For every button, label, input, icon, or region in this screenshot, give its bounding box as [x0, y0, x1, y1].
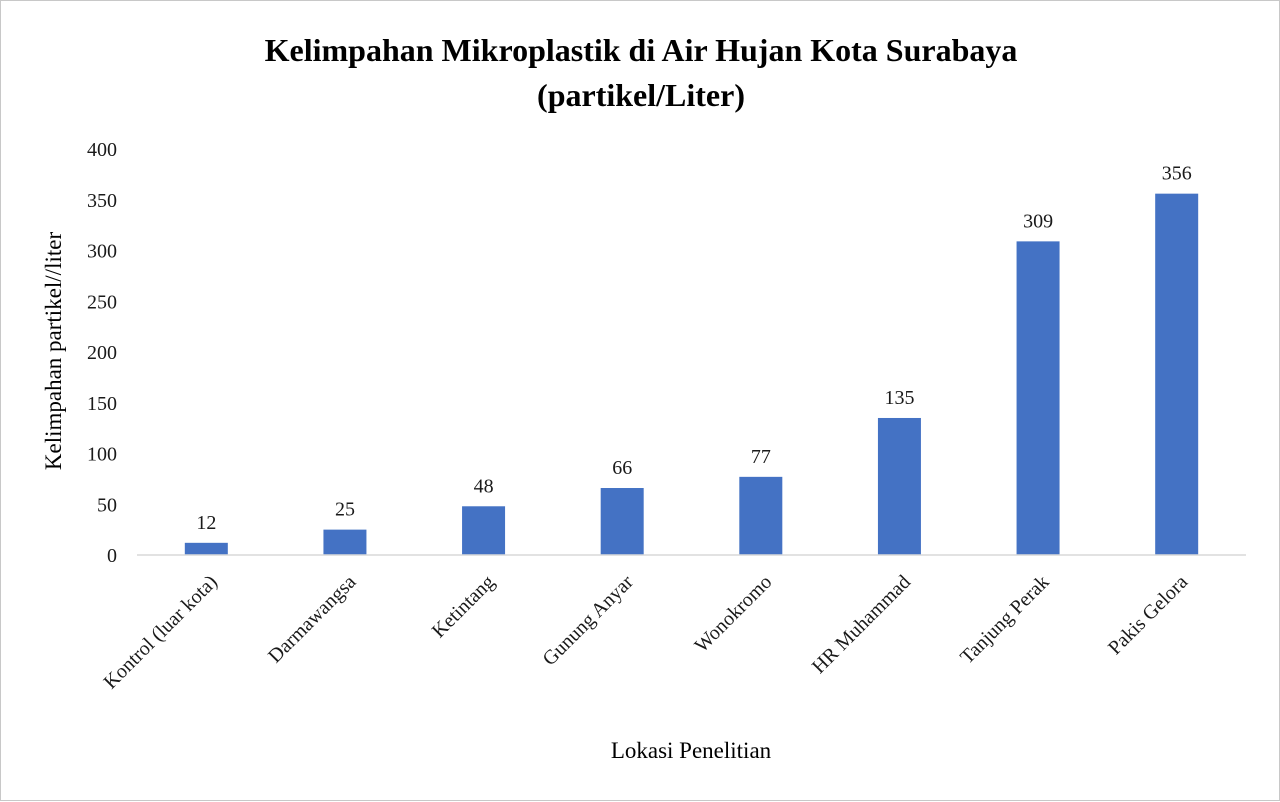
x-tick-label: Pakis Gelora — [1104, 571, 1192, 659]
data-label: 48 — [474, 475, 494, 497]
chart-title-line-2: (partikel/Liter) — [537, 77, 745, 113]
y-tick-label: 350 — [87, 190, 117, 212]
data-label: 25 — [335, 499, 355, 521]
y-tick-label: 0 — [107, 545, 117, 567]
x-tick-label: HR Muhammad — [808, 571, 915, 678]
x-tick-label: Wonokromo — [690, 571, 776, 657]
data-label: 356 — [1162, 163, 1192, 185]
x-tick-label: Kontrol (luar kota) — [99, 571, 221, 693]
x-axis-title: Lokasi Penelitian — [611, 738, 772, 763]
y-tick-label: 300 — [87, 241, 117, 263]
bar — [877, 417, 921, 555]
x-tick-label: Gunung Anyar — [538, 571, 637, 670]
y-tick-label: 200 — [87, 342, 117, 364]
bar — [1155, 193, 1199, 555]
x-axis-category-labels: Kontrol (luar kota) Darmawangsa Ketintang G… — [99, 571, 1192, 694]
y-tick-label: 250 — [87, 291, 117, 313]
x-tick-label: Tanjung Perak — [956, 571, 1053, 668]
bars — [184, 193, 1199, 556]
y-tick-label: 400 — [87, 139, 117, 161]
bar — [323, 529, 367, 555]
bar — [184, 542, 228, 555]
data-labels: 12 25 48 66 77 135 309 356 — [196, 163, 1191, 534]
bar — [600, 488, 644, 555]
x-tick-label: Ketintang — [428, 571, 499, 642]
data-label: 135 — [884, 387, 914, 409]
data-label: 77 — [751, 446, 771, 468]
y-tick-label: 50 — [97, 494, 117, 516]
bar — [739, 476, 783, 555]
y-axis-title: Kelimpahan partikel//liter — [41, 232, 66, 471]
y-axis-ticks: 0 50 100 150 200 250 300 350 400 — [87, 139, 117, 567]
x-tick-label: Darmawangsa — [264, 571, 361, 668]
bar — [1016, 241, 1060, 556]
data-label: 12 — [196, 512, 216, 534]
data-label: 66 — [612, 457, 632, 479]
y-tick-label: 150 — [87, 393, 117, 415]
data-label: 309 — [1023, 210, 1053, 232]
chart-title-line-1: Kelimpahan Mikroplastik di Air Hujan Kot… — [265, 32, 1018, 68]
bar — [462, 506, 506, 555]
y-tick-label: 100 — [87, 444, 117, 466]
